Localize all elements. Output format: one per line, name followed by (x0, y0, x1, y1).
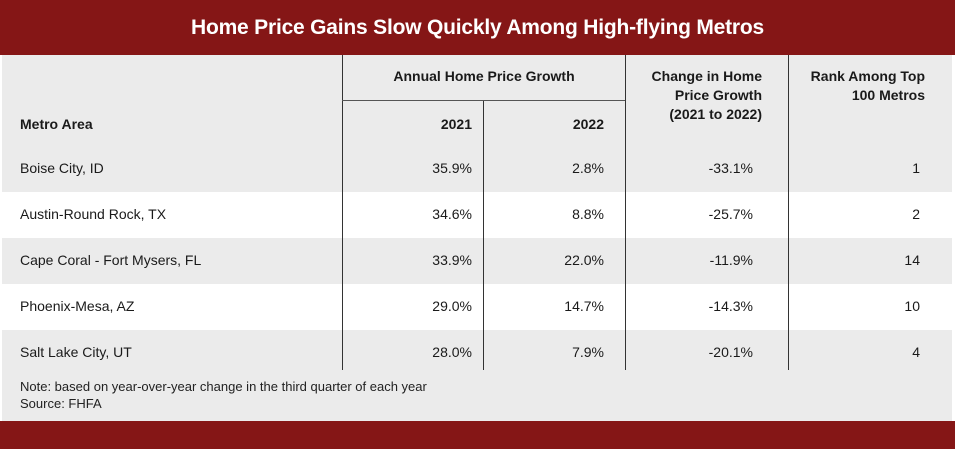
group-header: Annual Home Price Growth (393, 68, 575, 84)
header-band-top (2, 55, 952, 100)
row-4-2022: 14.7% (564, 298, 604, 314)
row-1-2021: 35.9% (432, 160, 472, 176)
row-2-2021: 34.6% (432, 206, 472, 222)
bottom-bar (0, 421, 955, 449)
row-3-metro: Cape Coral - Fort Mysers, FL (20, 252, 202, 268)
row-1-change: -33.1% (708, 160, 753, 176)
title-bar: Home Price Gains Slow Quickly Among High… (0, 0, 955, 55)
row-band-5 (2, 330, 952, 370)
header-2021: 2021 (440, 116, 472, 132)
notes-section: Note: based on year-over-year change in … (2, 370, 952, 421)
divider-rank (788, 55, 789, 370)
row-3-2021: 33.9% (432, 252, 472, 268)
row-4-change: -14.3% (708, 298, 753, 314)
header-metro: Metro Area (20, 116, 93, 132)
row-4-rank: 10 (904, 298, 920, 314)
row-3-change: -11.9% (709, 252, 753, 268)
group-header-underline (342, 100, 625, 101)
row-2-change: -25.7% (708, 206, 753, 222)
header-2022: 2022 (572, 116, 604, 132)
source-note: Source: FHFA (20, 396, 102, 411)
row-3-rank: 14 (904, 252, 920, 268)
row-4-metro: Phoenix-Mesa, AZ (20, 298, 135, 314)
row-2-2022: 8.8% (572, 206, 604, 222)
footnote: Note: based on year-over-year change in … (20, 379, 427, 394)
data-table: Annual Home Price Growth Metro Area 2021… (2, 55, 952, 370)
header-change-line2: Price Growth (674, 87, 762, 103)
row-1-2022: 2.8% (572, 160, 604, 176)
row-2-rank: 2 (912, 206, 920, 222)
header-change-line3: (2021 to 2022) (669, 106, 762, 122)
header-rank-line2: 100 Metros (851, 87, 925, 103)
divider-years (483, 100, 484, 370)
row-5-change: -20.1% (708, 344, 753, 360)
row-5-rank: 4 (912, 344, 920, 360)
row-3-2022: 22.0% (564, 252, 604, 268)
row-5-2022: 7.9% (572, 344, 604, 360)
row-2-metro: Austin-Round Rock, TX (20, 206, 167, 222)
chart-title: Home Price Gains Slow Quickly Among High… (190, 15, 765, 39)
divider-metro (342, 55, 343, 370)
row-5-2021: 28.0% (432, 344, 472, 360)
divider-change (625, 55, 626, 370)
header-rank-line1: Rank Among Top (810, 68, 925, 84)
row-band-1 (2, 146, 952, 192)
header-change-line1: Change in Home (651, 68, 762, 84)
row-4-2021: 29.0% (432, 298, 472, 314)
row-1-metro: Boise City, ID (20, 160, 104, 176)
row-1-rank: 1 (912, 160, 920, 176)
header-band-bottom (2, 100, 952, 146)
row-band-3 (2, 238, 952, 284)
row-5-metro: Salt Lake City, UT (20, 344, 132, 360)
